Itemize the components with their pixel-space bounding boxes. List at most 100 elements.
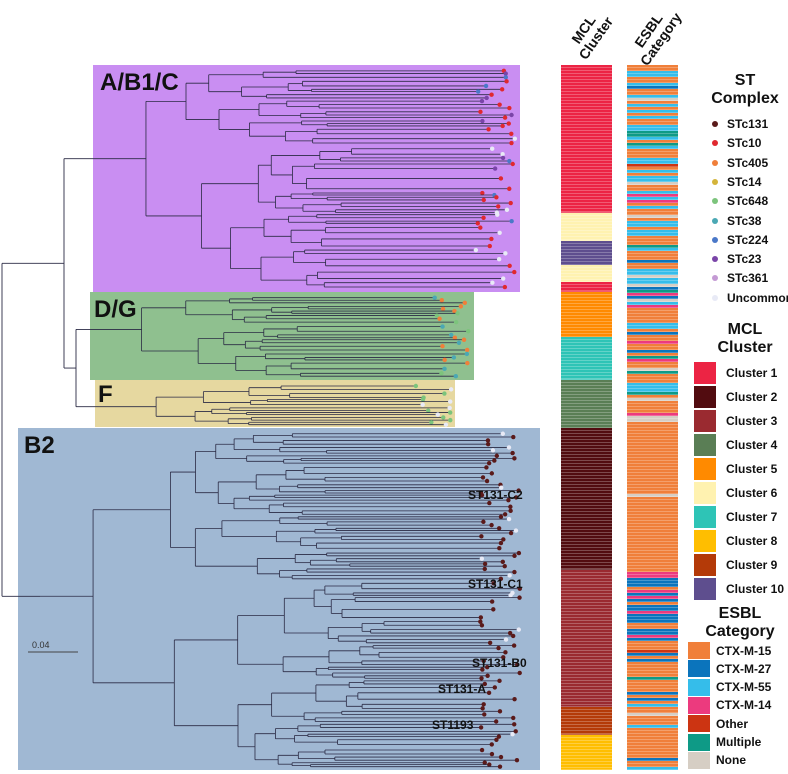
esbl-row bbox=[627, 221, 678, 224]
tip-dot bbox=[514, 757, 520, 763]
mcl-row bbox=[561, 376, 612, 379]
esbl-row bbox=[627, 431, 678, 434]
mcl-row bbox=[561, 666, 612, 669]
esbl-row bbox=[627, 203, 678, 206]
esbl-row bbox=[627, 365, 678, 368]
tip-dot bbox=[496, 734, 502, 739]
esbl-row bbox=[627, 764, 678, 767]
legend-swatch bbox=[712, 178, 718, 185]
esbl-row bbox=[627, 518, 678, 521]
mcl-row bbox=[561, 719, 612, 722]
esbl-row bbox=[627, 380, 678, 383]
legend-label: STc10 bbox=[727, 136, 762, 151]
esbl-row bbox=[627, 350, 678, 353]
legend-swatch bbox=[694, 530, 716, 552]
legend-swatch bbox=[712, 256, 718, 263]
esbl-row bbox=[627, 302, 678, 305]
mcl-row bbox=[561, 645, 612, 648]
esbl-row bbox=[627, 245, 678, 248]
mcl-row bbox=[561, 756, 612, 759]
mcl-row bbox=[561, 455, 612, 458]
mcl-row bbox=[561, 164, 612, 167]
tip-dot bbox=[509, 131, 514, 136]
mcl-row bbox=[561, 203, 612, 206]
esbl-row bbox=[627, 707, 678, 710]
legend-item-cluster-4: Cluster 4 bbox=[694, 434, 777, 456]
esbl-row bbox=[627, 329, 678, 332]
esbl-row bbox=[627, 212, 678, 215]
esbl-row bbox=[627, 116, 678, 119]
mcl-row bbox=[561, 167, 612, 170]
esbl-row bbox=[627, 371, 678, 374]
esbl-row bbox=[627, 263, 678, 266]
st-label-c2: ST131-C2 bbox=[468, 488, 523, 502]
mcl-row bbox=[561, 355, 612, 358]
st-label-a: ST131-A bbox=[438, 682, 487, 696]
mcl-row bbox=[561, 364, 612, 367]
esbl-row bbox=[627, 581, 678, 584]
esbl-row bbox=[627, 446, 678, 449]
esbl-row bbox=[627, 626, 678, 629]
mcl-row bbox=[561, 319, 612, 322]
esbl-row bbox=[627, 317, 678, 320]
mcl-row bbox=[561, 548, 612, 551]
mcl-row bbox=[561, 265, 612, 268]
mcl-row bbox=[561, 398, 612, 401]
tip-dot bbox=[426, 408, 431, 413]
mcl-row bbox=[561, 609, 612, 612]
tip-dot bbox=[513, 495, 519, 500]
esbl-row bbox=[627, 131, 678, 134]
mcl-row bbox=[561, 107, 612, 110]
mcl-row bbox=[561, 509, 612, 512]
mcl-row bbox=[561, 191, 612, 194]
tip-dot bbox=[484, 95, 489, 101]
mcl-row bbox=[561, 642, 612, 645]
legend-item-cluster-10: Cluster 10 bbox=[694, 578, 784, 600]
esbl-row bbox=[627, 701, 678, 704]
esbl-row bbox=[627, 623, 678, 626]
mcl-row bbox=[561, 479, 612, 482]
esbl-row bbox=[627, 467, 678, 470]
mcl-row bbox=[561, 407, 612, 410]
esbl-row bbox=[627, 404, 678, 407]
mcl-row bbox=[561, 621, 612, 624]
esbl-row bbox=[627, 377, 678, 380]
tip-dot bbox=[485, 673, 490, 678]
tip-dot bbox=[513, 729, 518, 734]
mcl-row bbox=[561, 425, 612, 428]
mcl-row bbox=[561, 298, 612, 301]
esbl-row bbox=[627, 497, 678, 500]
mcl-row bbox=[561, 241, 612, 244]
legend-swatch bbox=[688, 642, 710, 659]
esbl-row bbox=[627, 77, 678, 80]
mcl-row bbox=[561, 216, 612, 219]
mcl-row bbox=[561, 597, 612, 600]
tip-dot bbox=[441, 415, 446, 420]
tip-dot bbox=[506, 497, 511, 503]
esbl-row bbox=[627, 335, 678, 338]
esbl-row bbox=[627, 437, 678, 440]
tip-dot bbox=[473, 247, 479, 253]
esbl-row bbox=[627, 464, 678, 467]
mcl-row bbox=[561, 313, 612, 316]
mcl-row bbox=[561, 515, 612, 518]
esbl-row bbox=[627, 293, 678, 296]
esbl-row bbox=[627, 731, 678, 734]
mcl-row bbox=[561, 545, 612, 548]
mcl-row bbox=[561, 410, 612, 413]
esbl-row bbox=[627, 224, 678, 227]
esbl-row bbox=[627, 395, 678, 398]
esbl-row bbox=[627, 677, 678, 680]
esbl-row bbox=[627, 287, 678, 290]
tip-dot bbox=[486, 460, 492, 466]
mcl-row bbox=[561, 440, 612, 443]
esbl-row bbox=[627, 560, 678, 563]
mcl-row bbox=[561, 328, 612, 331]
tip-dot bbox=[458, 304, 464, 309]
esbl-row bbox=[627, 734, 678, 737]
mcl-row bbox=[561, 149, 612, 152]
esbl-row bbox=[627, 419, 678, 422]
esbl-row bbox=[627, 617, 678, 620]
esbl-row bbox=[627, 716, 678, 719]
esbl-row bbox=[627, 128, 678, 131]
